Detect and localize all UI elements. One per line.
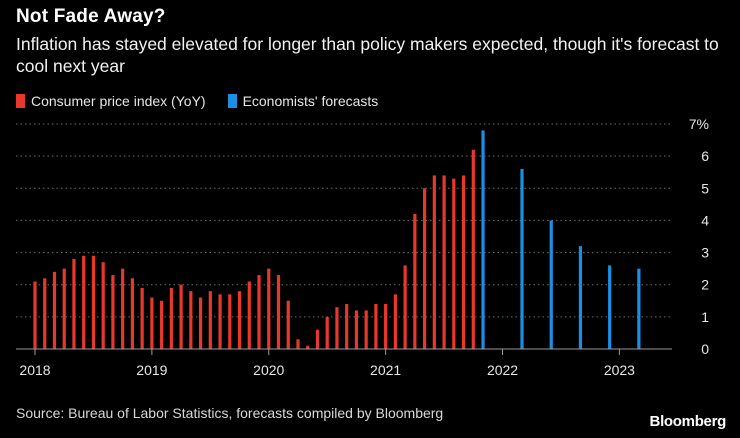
forecast-bar [549, 220, 553, 349]
cpi-bar [442, 175, 446, 349]
chart-subtitle: Inflation has stayed elevated for longer… [16, 34, 719, 76]
cpi-bar [384, 304, 388, 349]
cpi-bar [33, 281, 37, 349]
cpi-bar [257, 275, 261, 349]
x-tick-label: 2023 [604, 362, 635, 378]
cpi-bar [413, 214, 417, 349]
cpi-bar [276, 275, 281, 349]
y-tick-label: 7% [689, 116, 709, 132]
cpi-bar [306, 345, 310, 349]
cpi-bar [296, 339, 300, 349]
cpi-bar [160, 300, 164, 349]
cpi-bar [403, 265, 407, 349]
cpi-bar [325, 316, 329, 349]
cpi-bar [374, 304, 378, 349]
cpi-bar [82, 255, 86, 349]
cpi-bar [393, 294, 397, 349]
y-tick-label: 1 [701, 309, 709, 325]
legend-swatch-forecasts [227, 94, 237, 108]
cpi-bar [461, 175, 466, 349]
cpi-bar [423, 188, 427, 349]
legend-item-forecasts: Economists' forecasts [227, 93, 379, 109]
y-tick-label: 6 [701, 148, 709, 164]
legend-item-cpi: Consumer price index (YoY) [16, 93, 206, 109]
cpi-bar [218, 294, 222, 349]
cpi-bar [345, 304, 349, 349]
cpi-bar [267, 268, 271, 349]
y-tick-label: 3 [701, 245, 709, 261]
cpi-bar [150, 297, 154, 349]
y-tick-label: 0 [701, 341, 709, 357]
x-tick-label: 2018 [19, 362, 50, 378]
cpi-bar [452, 178, 456, 349]
cpi-bar [208, 291, 212, 349]
legend-label-cpi: Consumer price index (YoY) [31, 93, 206, 109]
y-tick-label: 2 [701, 277, 709, 293]
cpi-bar [364, 310, 368, 349]
cpi-bar [169, 287, 173, 349]
cpi-bar [179, 284, 183, 349]
x-tick-label: 2022 [487, 362, 518, 378]
cpi-bar [130, 278, 134, 349]
cpi-bar [286, 300, 290, 349]
cpi-bar [315, 329, 320, 349]
forecast-bar [578, 246, 583, 349]
cpi-bar [228, 294, 232, 349]
cpi-bar [237, 291, 242, 349]
cpi-bar [91, 255, 96, 349]
cpi-bar [189, 291, 193, 349]
forecast-bar [520, 169, 524, 349]
cpi-bar [354, 310, 359, 349]
cpi-bar [52, 271, 57, 349]
y-tick-label: 5 [701, 180, 709, 196]
cpi-bar [471, 149, 475, 349]
cpi-bar [101, 262, 105, 349]
cpi-bar [43, 278, 47, 349]
legend: Consumer price index (YoY) Economists' f… [16, 93, 378, 109]
forecast-bar [481, 130, 485, 349]
source-note: Source: Bureau of Labor Statistics, fore… [16, 405, 444, 421]
chart-title: Not Fade Away? [16, 6, 166, 27]
bloomberg-logo: Bloomberg [649, 413, 727, 430]
cpi-bar [121, 268, 125, 349]
cpi-bar [198, 297, 203, 349]
legend-label-forecasts: Economists' forecasts [242, 93, 379, 109]
x-tick-label: 2020 [253, 362, 284, 378]
legend-swatch-cpi [16, 94, 25, 108]
forecast-bar [637, 268, 641, 349]
cpi-bar [140, 287, 144, 349]
cpi-bar [72, 259, 76, 349]
x-tick-label: 2019 [136, 362, 167, 378]
cpi-bar [335, 307, 339, 349]
cpi-bar [62, 268, 66, 349]
cpi-bar [247, 281, 251, 349]
cpi-bar [432, 175, 436, 349]
cpi-bar [111, 275, 115, 349]
forecast-bar [608, 265, 612, 349]
y-tick-label: 4 [701, 212, 709, 228]
x-tick-label: 2021 [370, 362, 401, 378]
